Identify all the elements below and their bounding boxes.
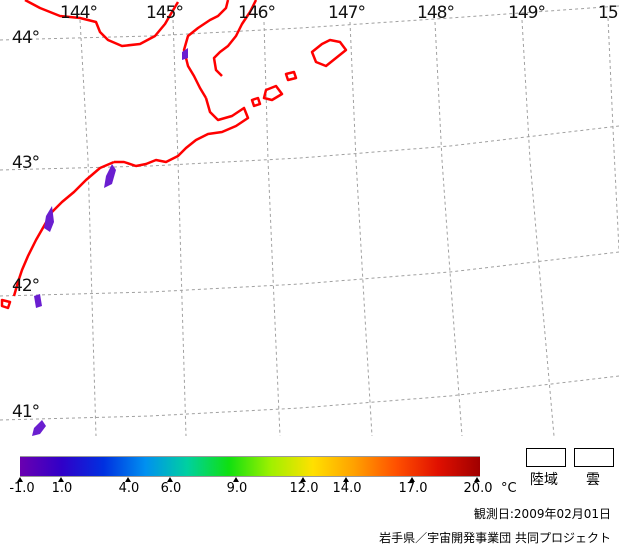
colorbar-tick-label-4: 6.0 [160,481,182,496]
colorbar-tick-label-1: -1.0 [9,481,35,496]
latitude-label-43: 43° [12,153,40,173]
colorbar-tick-label-5: 9.0 [226,481,248,496]
latitude-label-42: 42° [12,276,40,296]
parallel-42 [0,251,619,297]
project-credit: 岩手県／宇宙開発事業団 共同プロジェクト [379,531,611,545]
sst-patch-3 [34,294,42,308]
latitude-label-41: 41° [12,402,40,422]
coastline-nemuro [114,97,250,168]
longitude-label-147: 147° [328,3,366,23]
colorbar-tick-5 [233,477,239,482]
graticule-meridians [79,17,619,437]
coastline-kunashiri [212,0,258,77]
sst-patch-5 [182,48,188,60]
coastline-shiretoko [182,0,230,99]
coastline-habomai [250,70,298,108]
colorbar-tick-3 [125,477,131,482]
parallel-43 [0,125,619,171]
coastline-etorofu [310,38,348,68]
sst-patch-4 [32,420,46,436]
longitude-label-144: 144° [60,3,98,23]
longitude-label-145: 145° [146,3,184,23]
graticule-parallels [0,5,619,421]
longitude-label-148: 148° [417,3,455,23]
colorbar-tick-4 [167,477,173,482]
coastline [0,0,348,310]
colorbar-tick-6 [300,477,306,482]
cloud-legend-box [574,448,614,467]
observation-date: 観測日:2009年02月01日 [473,507,611,521]
coastline-daikoku [0,298,12,310]
longitude-label-146: 146° [238,3,276,23]
colorbar-tick-9 [474,477,480,482]
coastline-shikotan [262,84,284,102]
colorbar-tick-label-6: 12.0 [289,481,319,496]
longitude-label-150: 15 [598,3,619,23]
sst-patches [32,48,188,436]
colorbar-tick-label-8: 17.0 [398,481,428,496]
land-legend-label: 陸域 [530,472,558,488]
temperature-colorbar [20,456,480,477]
meridian-144 [79,19,97,437]
colorbar-tick-1 [17,477,23,482]
meridian-150 [607,17,619,251]
colorbar-tick-label-3: 4.0 [118,481,140,496]
meridian-147 [349,21,373,437]
meridian-145 [172,19,187,437]
parallel-44 [0,5,619,41]
colorbar-tick-label-9: 20.0 [463,481,493,496]
colorbar-tick-2 [58,477,64,482]
parallel-41 [0,375,619,421]
sst-patch-1 [104,164,116,188]
temperature-unit: °C [501,481,517,496]
latitude-label-44: 44° [12,28,40,48]
sst-map [0,0,619,437]
colorbar-tick-label-2: 1.0 [51,481,73,496]
colorbar-tick-label-7: 14.0 [332,481,362,496]
coastline-hokkaido-north [24,0,180,48]
longitude-label-149: 149° [508,3,546,23]
meridian-146 [263,21,281,437]
land-legend-box [526,448,566,467]
meridian-149 [521,19,555,437]
colorbar-tick-7 [343,477,349,482]
meridian-148 [434,21,463,437]
cloud-legend-label: 雲 [586,472,600,488]
sst-patch-2 [44,206,54,232]
colorbar-tick-8 [409,477,415,482]
